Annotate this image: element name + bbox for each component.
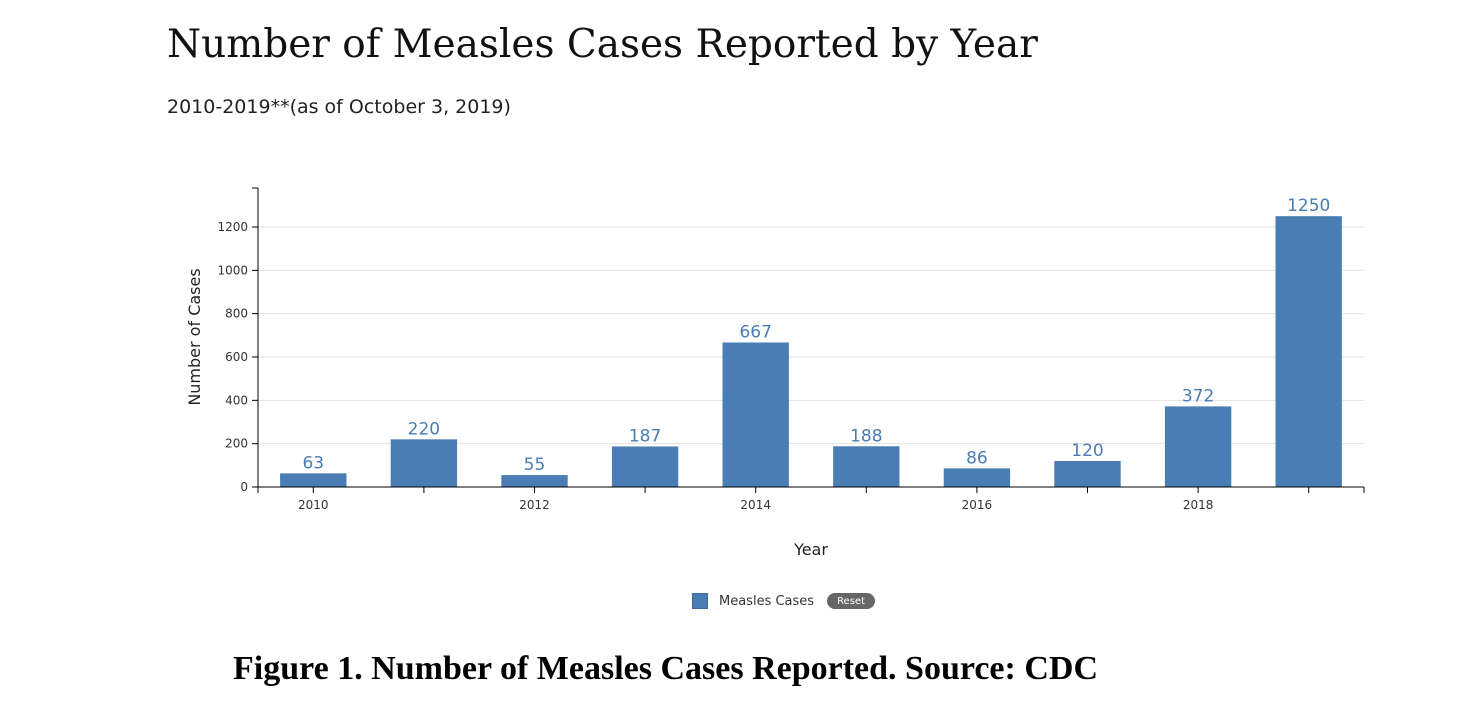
y-tick-label: 200 <box>225 437 248 451</box>
bars <box>280 216 1342 487</box>
data-labels: 63 220 55 187 667 188 86 120 372 1250 <box>302 196 1330 475</box>
data-label: 372 <box>1182 386 1214 406</box>
bar-2013[interactable] <box>611 446 679 487</box>
bar-2019[interactable] <box>1275 216 1342 487</box>
bar-2012[interactable] <box>501 475 568 487</box>
x-tick-label: 2012 <box>519 498 550 512</box>
x-axis-label: Year <box>793 540 828 559</box>
y-tick-label: 600 <box>225 350 248 364</box>
bar-2010[interactable] <box>280 473 347 487</box>
data-label: 55 <box>524 455 546 475</box>
y-tick-label: 1000 <box>217 263 248 277</box>
x-tick-label: 2018 <box>1183 498 1214 512</box>
bar-2014[interactable] <box>722 342 789 487</box>
chart-title: Number of Measles Cases Reported by Year <box>167 22 1038 67</box>
y-tick-label: 400 <box>225 393 248 407</box>
data-label: 86 <box>966 448 988 468</box>
data-label: 120 <box>1071 441 1103 461</box>
data-label: 1250 <box>1287 196 1330 216</box>
bar-chart: 0 200 400 600 800 1000 1200 2010 2012 2014 2016 201… <box>185 187 1365 559</box>
chart-subtitle: 2010-2019**(as of October 3, 2019) <box>167 96 511 118</box>
bar-2017[interactable] <box>1054 461 1121 487</box>
y-tick-label: 0 <box>240 480 248 494</box>
data-label: 63 <box>302 453 324 473</box>
x-tick-label: 2010 <box>298 498 329 512</box>
bar-2011[interactable] <box>390 439 458 487</box>
figure-caption: Figure 1. Number of Measles Cases Report… <box>233 650 1098 687</box>
bar-2015[interactable] <box>833 446 900 487</box>
legend-swatch[interactable] <box>692 593 708 609</box>
legend: Measles Cases Reset <box>692 593 875 609</box>
data-label: 187 <box>629 426 661 446</box>
y-tick-label: 1200 <box>217 220 248 234</box>
bar-2018[interactable] <box>1164 406 1232 487</box>
legend-label[interactable]: Measles Cases <box>719 593 815 609</box>
y-axis-label: Number of Cases <box>185 268 204 405</box>
x-tick-label: 2014 <box>740 498 771 512</box>
axes: 0 200 400 600 800 1000 1200 2010 2012 2014 2016 201… <box>217 187 1365 512</box>
y-tick-label: 800 <box>225 307 248 321</box>
data-label: 188 <box>850 426 882 446</box>
data-label: 220 <box>408 419 440 439</box>
x-tick-label: 2016 <box>962 498 993 512</box>
data-label: 667 <box>739 322 771 342</box>
bar-2016[interactable] <box>943 468 1011 487</box>
reset-button[interactable]: Reset <box>827 593 875 609</box>
